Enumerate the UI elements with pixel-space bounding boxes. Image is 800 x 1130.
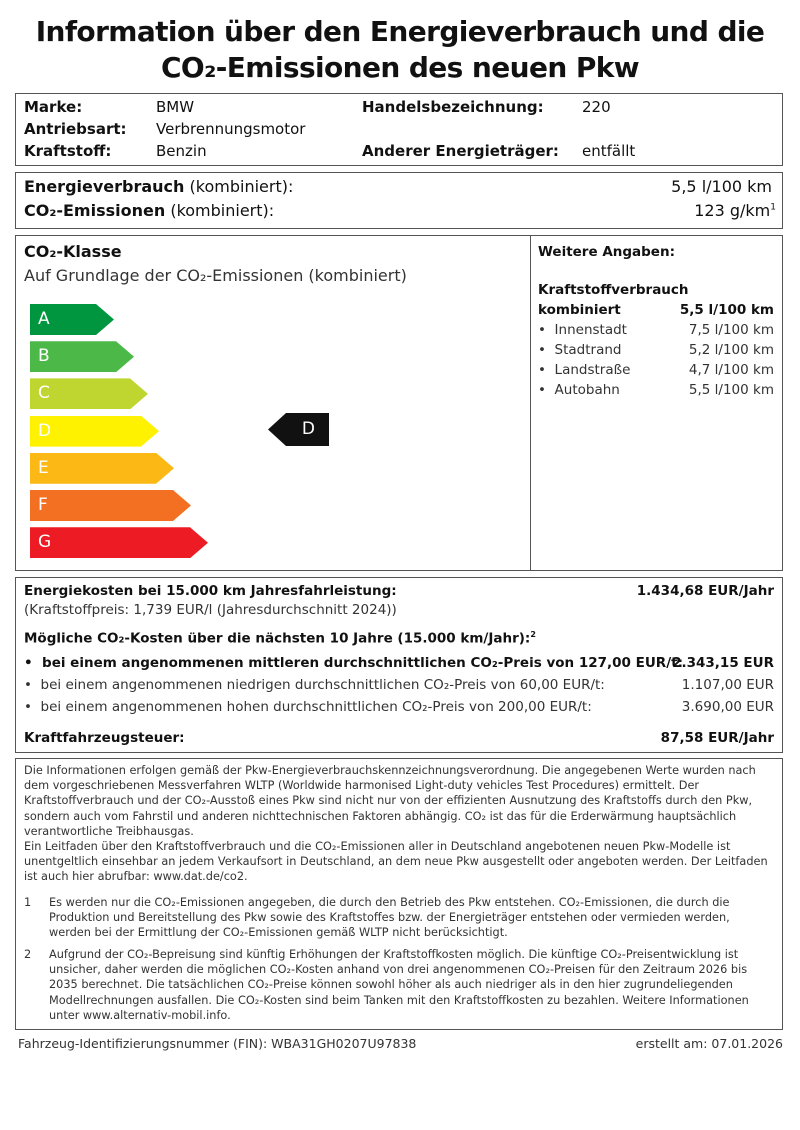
class-arrow-b: B xyxy=(30,341,134,372)
combined-value: 5,5 l/100 km xyxy=(679,302,774,318)
kraftstoff-label: Kraftstoff: xyxy=(24,142,112,160)
costs-box: Energiekosten bei 15.000 km Jahresfahrle… xyxy=(15,577,783,753)
notes-box: Die Informationen erfolgen gemäß der Pkw… xyxy=(15,758,783,1030)
scenario-value: 2.343,15 EUR xyxy=(672,655,774,671)
scenario-label: • bei einem angenommenen hohen durchschn… xyxy=(24,699,592,715)
energy-row: Energieverbrauch (kombiniert): xyxy=(24,177,294,196)
marke-value: BMW xyxy=(156,98,195,116)
scenario-value: 1.107,00 EUR xyxy=(681,677,774,693)
combined-label: kombiniert xyxy=(538,302,621,318)
consumption-item-value: 5,5 l/100 km xyxy=(688,382,774,398)
handel-label: Handelsbezeichnung: xyxy=(362,98,544,116)
notes-intro: Die Informationen erfolgen gemäß der Pkw… xyxy=(24,764,756,838)
scenario-label: • bei einem angenommenen mittleren durch… xyxy=(24,655,683,671)
consumption-box: Energieverbrauch (kombiniert): 5,5 l/100… xyxy=(15,172,783,229)
current-class-marker: D xyxy=(268,413,329,446)
footnote-1-number: 1 xyxy=(24,896,32,909)
class-arrow-a: A xyxy=(30,304,114,335)
co2-costs-heading: Mögliche CO₂-Kosten über die nächsten 10… xyxy=(24,630,536,647)
energy-costs-value: 1.434,68 EUR/Jahr xyxy=(636,583,774,599)
class-arrow-g: G xyxy=(30,527,208,558)
co2-class-box: CO₂-Klasse Auf Grundlage der CO₂-Emissio… xyxy=(15,235,783,571)
antrieb-value: Verbrennungsmotor xyxy=(156,120,306,138)
notes-guide: Ein Leitfaden über den Kraftstoffverbrau… xyxy=(24,840,768,884)
scenario-value: 3.690,00 EUR xyxy=(681,699,774,715)
tax-value: 87,58 EUR/Jahr xyxy=(660,730,774,746)
consumption-item-value: 7,5 l/100 km xyxy=(688,322,774,338)
consumption-item-label: • Stadtrand xyxy=(538,342,622,358)
consumption-item-value: 5,2 l/100 km xyxy=(688,342,774,358)
class-arrow-e: E xyxy=(30,453,174,484)
fin: Fahrzeug-Identifizierungsnummer (FIN): W… xyxy=(18,1036,417,1051)
co2-row: CO₂-Emissionen (kombiniert): xyxy=(24,201,275,220)
page-title: Information über den Energieverbrauch un… xyxy=(35,15,765,84)
created-date: erstellt am: 07.01.2026 xyxy=(635,1036,783,1051)
consumption-item-label: • Innenstadt xyxy=(538,322,627,338)
class-arrow-d: D xyxy=(30,416,159,447)
anderer-value: entfällt xyxy=(582,142,636,160)
further-heading: Kraftstoffverbrauch xyxy=(538,282,689,298)
footnote-2: Aufgrund der CO₂-Bepreisung sind künftig… xyxy=(49,948,749,1022)
energy-value: 5,5 l/100 km xyxy=(671,177,772,196)
kraftstoff-value: Benzin xyxy=(156,142,207,160)
tax-label: Kraftfahrzeugsteuer: xyxy=(24,730,185,746)
consumption-item-label: • Landstraße xyxy=(538,362,631,378)
footnote-2-number: 2 xyxy=(24,948,32,961)
divider xyxy=(530,236,531,570)
further-title: Weitere Angaben: xyxy=(538,244,675,260)
marke-label: Marke: xyxy=(24,98,83,116)
class-arrow-f: F xyxy=(30,490,191,521)
handel-value: 220 xyxy=(582,98,611,116)
consumption-item-label: • Autobahn xyxy=(538,382,620,398)
co2-class-title: CO₂-Klasse xyxy=(24,242,122,261)
consumption-item-value: 4,7 l/100 km xyxy=(688,362,774,378)
anderer-label: Anderer Energieträger: xyxy=(362,142,559,160)
vehicle-info-box: Marke: BMW Antriebsart: Verbrennungsmoto… xyxy=(15,93,783,166)
antrieb-label: Antriebsart: xyxy=(24,120,127,138)
class-arrow-c: C xyxy=(30,378,148,409)
co2-class-subtitle: Auf Grundlage der CO₂-Emissionen (kombin… xyxy=(24,266,407,285)
fuel-price: (Kraftstoffpreis: 1,739 EUR/l (Jahresdur… xyxy=(24,602,397,618)
energy-costs-label: Energiekosten bei 15.000 km Jahresfahrle… xyxy=(24,583,397,599)
scenario-label: • bei einem angenommenen niedrigen durch… xyxy=(24,677,605,693)
footnote-1: Es werden nur die CO₂-Emissionen angegeb… xyxy=(49,896,730,940)
co2-value: 123 g/km1 xyxy=(694,201,776,220)
